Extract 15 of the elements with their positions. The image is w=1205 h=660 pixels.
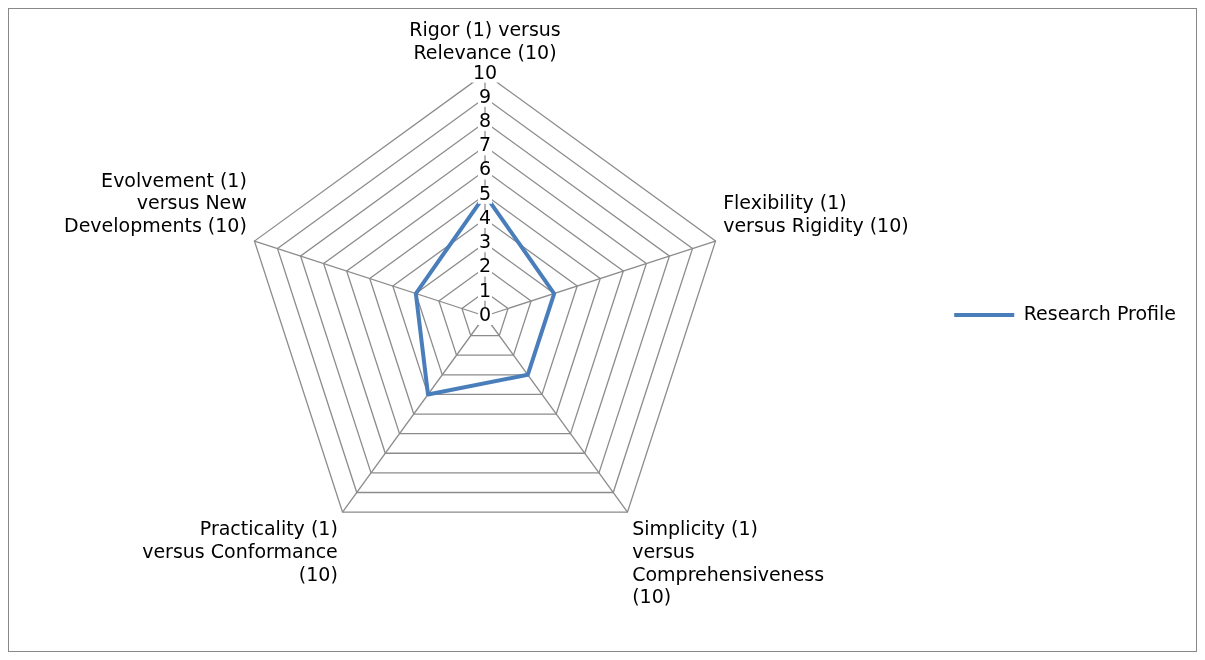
- legend-label: Research Profile: [1023, 301, 1177, 324]
- y-tick-label: 7: [478, 133, 492, 156]
- y-tick-label: 2: [478, 254, 492, 277]
- spoke-label: Evolvement (1) versus New Developments (10): [64, 168, 247, 237]
- y-tick-label: 5: [478, 181, 492, 204]
- spoke-label: Flexibility (1) versus Rigidity (10): [723, 191, 909, 237]
- y-tick-label: 6: [478, 157, 492, 180]
- spoke-label: Practicality (1) versus Conformance (10): [142, 516, 338, 585]
- y-tick-label: 8: [478, 109, 492, 132]
- y-tick-label: 0: [478, 302, 492, 325]
- y-tick-label: 1: [478, 278, 492, 301]
- y-tick-label: 3: [478, 230, 492, 253]
- spoke-label: Simplicity (1) versus Comprehensiveness (10): [632, 516, 825, 608]
- y-tick-label: 4: [478, 205, 492, 228]
- y-tick-label: 9: [478, 84, 492, 107]
